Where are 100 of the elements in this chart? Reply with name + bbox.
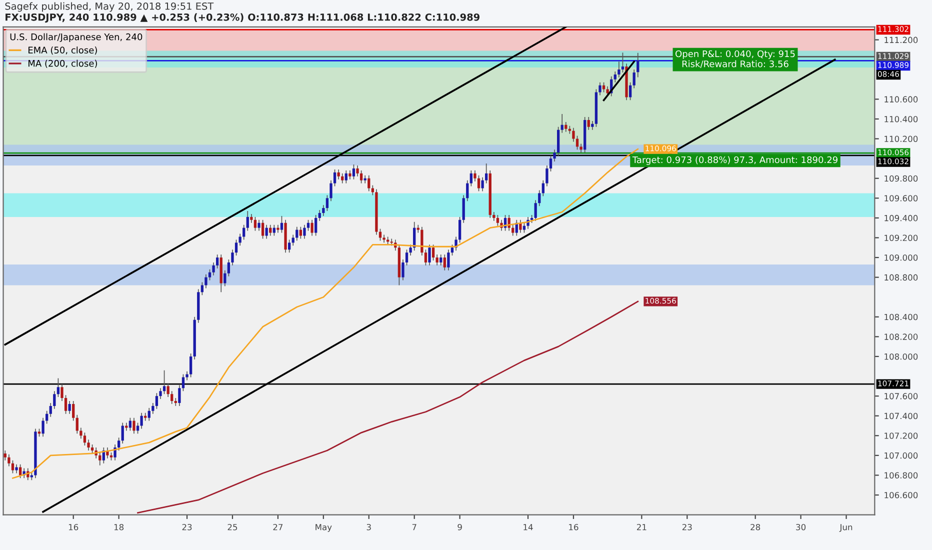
y-tick-label: 110.600 (884, 96, 918, 102)
chart-subtitle: FX:USDJPY, 240 110.989 ▲ +0.253 (+0.23%) O:110.873 H:111.068 L:110.822 C:110.989 (6, 13, 480, 23)
candlestick (152, 402, 154, 414)
candlestick (310, 219, 314, 236)
candlestick (269, 224, 272, 236)
chart-title: Sagefx published, May 20, 2018 19:51 EST (5, 2, 214, 12)
candlestick (303, 224, 306, 240)
line-series (137, 300, 639, 514)
x-tick-label: 25 (228, 524, 238, 530)
candlestick (64, 394, 68, 414)
candlestick (280, 216, 284, 234)
candlestick (337, 169, 340, 180)
candlestick (242, 224, 246, 240)
x-tick-label: 23 (682, 524, 692, 530)
candlestick (428, 244, 431, 266)
candlestick (216, 254, 219, 269)
candlestick (246, 210, 249, 232)
candlestick (68, 400, 71, 414)
candlestick (466, 180, 469, 202)
candlestick (436, 254, 438, 266)
candlestick (11, 460, 14, 474)
candlestick (614, 71, 616, 83)
candlestick (587, 116, 590, 130)
candlestick (200, 282, 204, 296)
x-tick-label: 30 (796, 524, 806, 530)
candlestick (227, 259, 230, 277)
x-tick-label: May (316, 524, 332, 532)
candlestick (261, 219, 264, 240)
candlestick (87, 439, 90, 451)
candlestick (83, 432, 86, 446)
candlestick (162, 370, 166, 394)
candlestick (136, 422, 140, 434)
candlestick (618, 61, 620, 78)
candlestick (212, 262, 215, 276)
y-tick-label: 106.800 (884, 472, 918, 478)
y-tick-label: 107.600 (884, 393, 918, 400)
x-tick-label: 16 (68, 524, 78, 530)
legend-label: MA (200, close) (28, 60, 97, 68)
candlestick (318, 210, 321, 222)
y-tick-label: 109.800 (884, 175, 918, 182)
candlestick (538, 190, 541, 206)
candlestick (462, 194, 465, 224)
y-tick-label: 106.600 (884, 492, 918, 498)
y-tick-label: 107.200 (884, 432, 918, 439)
candlestick (474, 170, 476, 182)
candlestick (522, 222, 526, 234)
x-tick-label: 28 (750, 524, 760, 530)
candlestick (496, 214, 500, 226)
candlestick (60, 384, 64, 402)
candlestick (549, 155, 552, 172)
candlestick (53, 390, 56, 410)
y-tick-label: 108.200 (884, 334, 918, 340)
x-tick-label: 14 (524, 524, 533, 530)
candlestick (440, 254, 442, 266)
annotation: Target: 0.973 (0.88%) 97.3, Amount: 1890.29 (632, 156, 838, 165)
candlestick (572, 127, 575, 142)
candlestick (98, 452, 102, 466)
candlestick (333, 169, 336, 187)
candlestick (458, 216, 462, 244)
candlestick (508, 214, 510, 232)
legend-label: EMA (50, close) (28, 46, 97, 55)
candlestick (560, 114, 564, 134)
candlestick (330, 180, 332, 202)
y-tick-label: 110.400 (884, 116, 918, 122)
candlestick (405, 249, 408, 266)
candlestick (238, 233, 242, 246)
legend-title: U.S. Dollar/Japanese Yen, 240 (10, 33, 142, 42)
x-tick-label: 18 (114, 524, 124, 530)
candlestick (556, 126, 560, 156)
candlestick (8, 454, 10, 467)
candlestick (402, 259, 404, 281)
candlestick (80, 427, 82, 440)
candlestick (424, 249, 428, 266)
x-tick-label: 21 (636, 524, 646, 530)
candlestick (534, 200, 537, 222)
y-tick-label: 108.800 (884, 274, 918, 281)
candlestick (254, 216, 257, 232)
candlestick (322, 204, 325, 216)
x-tick-label: Jun (839, 524, 852, 532)
candlestick (416, 224, 420, 234)
candlestick (371, 184, 374, 196)
candlestick (132, 417, 136, 434)
candlestick (470, 170, 473, 187)
y-tick-label: 109.200 (884, 234, 918, 242)
candlestick (4, 450, 6, 461)
candlestick (602, 82, 606, 93)
candlestick (234, 239, 238, 256)
y-tick-label: 108.000 (884, 353, 918, 360)
x-tick-label: 27 (273, 524, 283, 530)
x-tick-label: 23 (182, 524, 192, 530)
candlestick (443, 254, 446, 271)
y-tick-label: 110.200 (884, 136, 918, 142)
candlestick (208, 268, 212, 281)
candlestick (189, 353, 192, 378)
candlestick (166, 382, 170, 398)
candlestick (117, 437, 120, 451)
candlestick (42, 417, 44, 438)
candlestick (159, 388, 162, 400)
candlestick (546, 165, 548, 187)
candlestick (231, 249, 234, 266)
